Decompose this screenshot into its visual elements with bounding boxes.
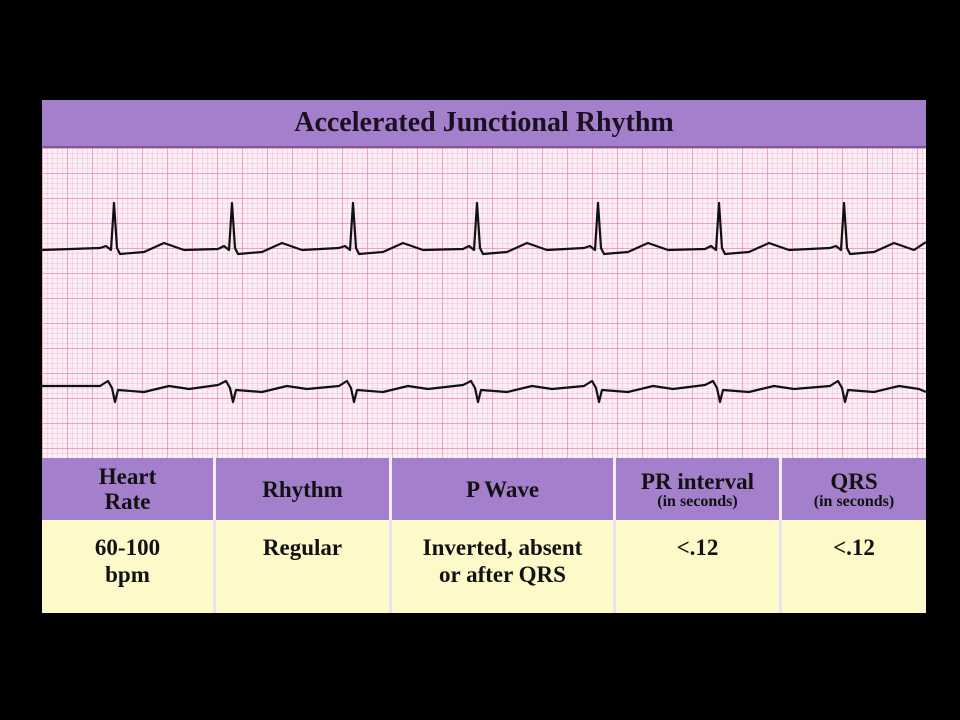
ecg-strip <box>42 148 926 458</box>
header-text: Rate <box>104 489 151 514</box>
column-header: P Wave <box>392 458 616 520</box>
header-note: (in seconds) <box>813 492 895 510</box>
cell-text: Regular <box>262 535 343 560</box>
table-cell: Inverted, absent or after QRS <box>392 520 616 613</box>
ecg-lead-lower <box>42 379 926 404</box>
header-note: (in seconds) <box>657 492 738 510</box>
ecg-traces <box>42 201 926 404</box>
header-text: P Wave <box>465 476 540 502</box>
cell-text: <.12 <box>676 535 719 560</box>
column-header: Rhythm <box>216 458 392 520</box>
rhythm-card: Accelerated Junctional Rhythm Heart Rate R… <box>42 100 926 613</box>
header-text: PR interval <box>640 468 755 494</box>
header-text: Heart <box>98 464 157 489</box>
cell-text: Inverted, absent <box>422 535 583 560</box>
cell-text: <.12 <box>833 535 875 560</box>
cell-text: or after QRS <box>439 562 566 587</box>
cell-text: bpm <box>105 562 150 587</box>
header-text: Rhythm <box>262 476 343 502</box>
table-cell: 60-100 bpm <box>42 520 216 613</box>
table-cell: Regular <box>216 520 392 613</box>
ecg-lead-upper <box>42 201 926 256</box>
column-header: PR interval (in seconds) <box>616 458 782 520</box>
column-header: QRS (in seconds) <box>782 458 926 520</box>
column-header: Heart Rate <box>42 458 216 520</box>
table-cell: <.12 <box>616 520 782 613</box>
table-cell: <.12 <box>782 520 926 613</box>
criteria-table: Heart Rate Rhythm P Wave PR interval (in seco… <box>42 458 926 613</box>
cell-text: 60-100 <box>94 535 161 560</box>
title: Accelerated Junctional Rhythm <box>42 100 926 148</box>
header-text: QRS <box>830 468 878 494</box>
